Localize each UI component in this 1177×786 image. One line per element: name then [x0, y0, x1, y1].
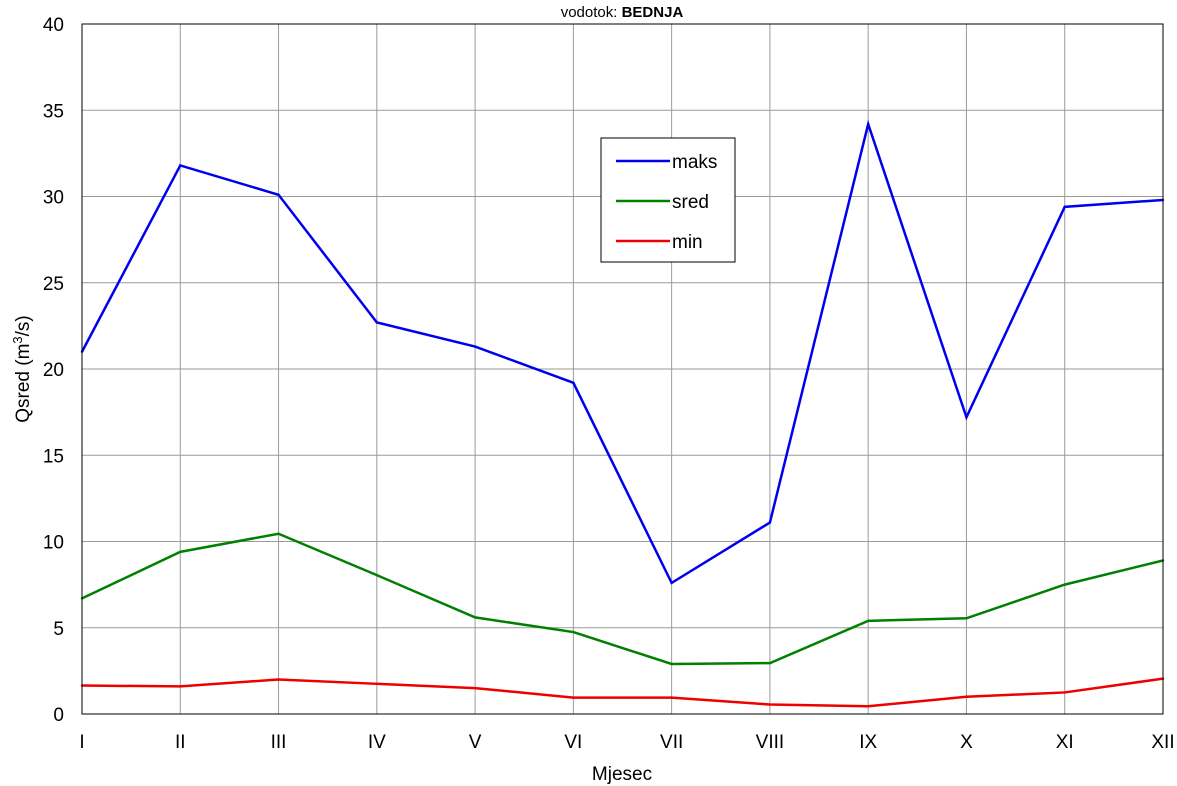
- x-tick-label: V: [469, 732, 482, 753]
- data-point-maks: [277, 193, 280, 196]
- y-tick-label: 15: [43, 446, 64, 467]
- y-tick-label: 20: [43, 360, 64, 381]
- data-point-sred: [965, 617, 968, 620]
- data-point-min: [866, 705, 870, 708]
- chart-title: vodotok: BEDNJA: [561, 4, 684, 21]
- data-point-maks: [965, 416, 968, 419]
- x-tick-label: III: [271, 732, 287, 753]
- data-point-sred: [768, 661, 772, 665]
- x-tick-label: XI: [1056, 732, 1074, 753]
- x-tick-label: I: [79, 732, 84, 753]
- data-point-maks: [768, 521, 772, 524]
- y-tick-label: 30: [43, 188, 64, 209]
- chart-title-prefix: vodotok:: [561, 4, 622, 21]
- series-line-sred: [81, 532, 1164, 666]
- x-tick-label: VI: [564, 732, 582, 753]
- y-tick-label: 25: [43, 274, 64, 295]
- series-line-min: [81, 677, 1164, 708]
- data-point-maks: [1063, 205, 1066, 209]
- data-point-sred: [277, 532, 280, 535]
- legend-label-sred: sred: [672, 192, 709, 213]
- x-tick-label: X: [960, 732, 973, 753]
- data-point-min: [277, 678, 280, 681]
- data-point-min: [768, 703, 772, 706]
- data-point-maks: [670, 581, 673, 585]
- y-tick-label: 10: [43, 533, 64, 554]
- data-point-sred: [670, 662, 673, 666]
- x-axis-label: Mjesec: [592, 764, 652, 785]
- y-tick-label: 5: [53, 619, 64, 640]
- data-point-maks: [866, 122, 870, 126]
- x-tick-labels: I II III IV V VI VII VIII IX X XI XII: [79, 732, 1174, 753]
- y-axis-label-tail: /s): [13, 315, 34, 336]
- y-axis-label-main: Qsred (m: [13, 344, 34, 423]
- y-tick-label: 0: [53, 705, 64, 726]
- legend-label-maks: maks: [672, 152, 717, 173]
- x-tick-label: IV: [368, 732, 386, 753]
- data-point-min: [375, 682, 379, 686]
- y-tick-label: 40: [43, 15, 64, 36]
- data-point-min: [179, 685, 182, 688]
- data-point-sred: [866, 619, 870, 623]
- y-tick-labels: 0 5 10 15 20 25 30 35 40: [43, 15, 64, 726]
- legend-label-min: min: [672, 232, 703, 253]
- data-point-maks: [572, 381, 575, 384]
- grid: [81, 23, 1164, 715]
- x-tick-label: II: [175, 732, 186, 753]
- y-axis-label: Qsred (m3/s): [10, 315, 34, 423]
- legend: maks sred min: [600, 137, 736, 263]
- plot-frame: [81, 23, 1164, 715]
- data-point-maks: [375, 321, 379, 324]
- data-point-sred: [1063, 583, 1066, 586]
- data-point-maks: [179, 164, 182, 167]
- data-point-min: [1063, 691, 1066, 694]
- data-point-min: [670, 696, 673, 699]
- data-point-sred: [179, 550, 182, 554]
- y-tick-label: 35: [43, 101, 64, 122]
- data-point-min: [965, 695, 968, 698]
- data-point-sred: [572, 630, 575, 634]
- chart-title-river: BEDNJA: [622, 4, 684, 21]
- series-lines: [80, 119, 1165, 708]
- x-tick-label: VIII: [756, 732, 785, 753]
- x-tick-label: IX: [859, 732, 877, 753]
- data-point-sred: [375, 573, 379, 577]
- data-point-sred: [473, 616, 477, 619]
- data-point-min: [473, 686, 477, 690]
- data-point-min: [572, 696, 575, 699]
- x-tick-label: VII: [660, 732, 683, 753]
- x-tick-label: XII: [1151, 732, 1174, 753]
- series-line-maks: [80, 119, 1164, 585]
- y-axis-label-superscript: 3: [10, 336, 25, 343]
- data-point-maks: [473, 345, 477, 348]
